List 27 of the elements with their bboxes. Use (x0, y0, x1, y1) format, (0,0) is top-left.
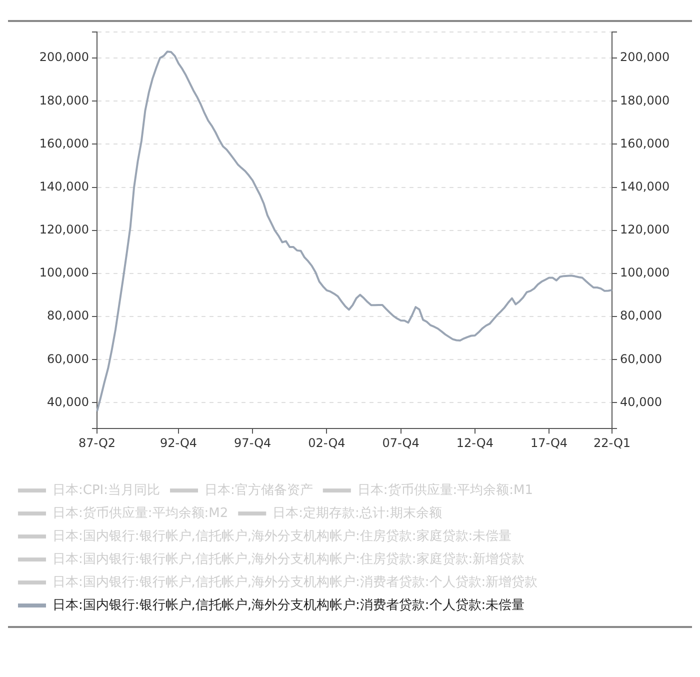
y2-tick-label: 60,000 (620, 352, 662, 366)
y-tick-label: 180,000 (39, 93, 89, 108)
y2-tick-label: 160,000 (620, 136, 670, 150)
y2-tick-label: 40,000 (620, 394, 662, 409)
y2-tick-label: 120,000 (620, 222, 670, 237)
y-tick-label: 100,000 (39, 266, 89, 280)
x-tick-label: 92-Q4 (160, 436, 198, 450)
x-tick-label: 22-Q1 (593, 436, 631, 450)
y-tick-label: 60,000 (47, 352, 89, 366)
y2-tick-label: 180,000 (620, 93, 670, 108)
legend-label: 日本:国内银行:银行帐户,信托帐户,海外分支机构帐户:消费者贷款:个人贷款:未偿量 (52, 598, 525, 613)
y-tick-label: 120,000 (39, 222, 89, 237)
x-tick-label: 07-Q4 (382, 436, 420, 450)
x-tick-label: 87-Q2 (78, 436, 116, 450)
y2-tick-label: 80,000 (620, 308, 662, 323)
y-tick-label: 200,000 (39, 50, 89, 64)
y-tick-label: 40,000 (47, 394, 89, 409)
y-tick-label: 140,000 (39, 179, 89, 194)
x-tick-label: 97-Q4 (234, 436, 272, 450)
x-tick-label: 12-Q4 (456, 436, 494, 450)
x-tick-label: 02-Q4 (308, 436, 346, 450)
y-tick-label: 80,000 (47, 308, 89, 323)
y-tick-label: 160,000 (39, 136, 89, 150)
y2-tick-label: 200,000 (620, 50, 670, 64)
x-tick-label: 17-Q4 (530, 436, 568, 450)
y2-tick-label: 100,000 (620, 266, 670, 280)
y2-tick-label: 140,000 (620, 179, 670, 194)
